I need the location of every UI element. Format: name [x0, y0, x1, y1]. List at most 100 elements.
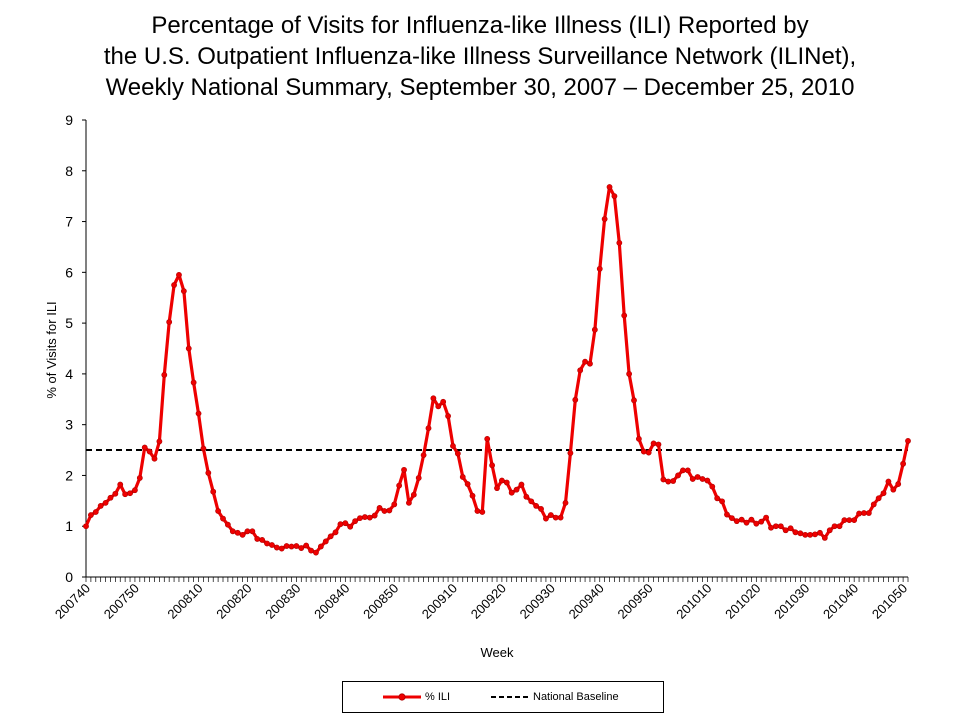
ili-point — [239, 531, 246, 538]
ili-point — [494, 485, 500, 492]
ili-point — [298, 545, 305, 551]
ili-point — [166, 319, 173, 325]
ili-point — [450, 443, 456, 449]
ili-point — [562, 499, 569, 506]
ili-point — [567, 450, 574, 457]
ili-point — [332, 529, 339, 536]
legend-item-baseline: National Baseline — [491, 682, 619, 712]
ili-point — [905, 438, 911, 444]
ili-point — [479, 509, 486, 515]
ili-point — [371, 512, 378, 519]
ili-point — [151, 455, 158, 462]
ili-point — [308, 547, 314, 554]
y-axis: 0 1 2 3 4 5 6 7 8 9 — [65, 112, 87, 585]
ili-point — [107, 494, 114, 501]
ili-point — [401, 466, 407, 473]
ili-point — [528, 498, 535, 505]
ili-point — [836, 523, 843, 530]
ili-point — [215, 508, 222, 514]
ili-point — [322, 538, 329, 545]
y-axis-label: % of Visits for ILI — [44, 301, 59, 398]
ili-point — [234, 529, 241, 536]
x-tick-label: 201010 — [673, 581, 714, 622]
ili-point — [210, 488, 217, 495]
ili-point — [851, 517, 858, 524]
ili-point — [474, 508, 481, 514]
ili-point — [875, 495, 882, 502]
ili-point — [885, 478, 892, 485]
ili-point — [171, 282, 177, 288]
ili-point — [420, 452, 427, 459]
ili-point — [631, 397, 637, 404]
ili-point — [743, 519, 750, 526]
ili-point — [127, 490, 133, 497]
ili-point — [728, 515, 735, 521]
ili-point — [895, 481, 902, 487]
x-tick-label: 200740 — [52, 581, 93, 622]
ili-point — [132, 487, 138, 494]
legend-ili-swatch — [383, 693, 421, 701]
ili-point — [733, 518, 740, 525]
ili-point — [386, 507, 393, 514]
ili-point — [156, 438, 163, 445]
x-tick-label: 200850 — [360, 581, 401, 622]
ili-point — [102, 499, 109, 506]
ili-point — [763, 514, 770, 521]
x-tick-label: 200920 — [468, 581, 509, 622]
ili-point — [190, 379, 197, 386]
ili-point — [797, 530, 804, 537]
ili-point — [616, 239, 623, 246]
ili-point — [831, 523, 838, 530]
ili-point — [772, 523, 779, 530]
ili-point — [185, 345, 192, 352]
ili-point — [817, 529, 823, 536]
chart-title-line-3: Weekly National Summary, September 30, 2… — [105, 74, 855, 101]
ili-point — [366, 514, 373, 521]
ili-point — [87, 512, 94, 518]
ili-point — [357, 515, 363, 521]
chart-title: Percentage of Visits for Influenza-like … — [0, 10, 960, 103]
x-tick-label: 201030 — [771, 581, 812, 622]
ili-point — [645, 449, 652, 456]
ili-point — [870, 501, 877, 508]
ili-point — [430, 395, 437, 402]
legend: % ILI National Baseline — [342, 681, 664, 713]
ili-point — [826, 527, 833, 534]
ili-point — [709, 483, 716, 490]
legend-baseline-swatch — [491, 696, 529, 698]
ili-point — [303, 542, 310, 549]
ili-point — [337, 521, 344, 528]
y-tick-label: 6 — [65, 264, 73, 280]
x-tick-label: 200950 — [615, 581, 656, 622]
ili-point — [724, 511, 730, 518]
ili-point — [141, 444, 148, 451]
ili-point — [861, 510, 867, 516]
ili-point — [200, 445, 207, 452]
ili-point — [244, 528, 251, 535]
ili-point — [381, 508, 388, 514]
ili-point — [503, 479, 510, 486]
ili-point — [508, 489, 515, 496]
ili-point — [841, 517, 848, 524]
ili-point — [317, 543, 324, 550]
ili-point — [278, 545, 285, 552]
ili-point — [464, 481, 471, 487]
ili-point — [543, 515, 549, 522]
ili-point — [792, 529, 799, 536]
ili-point — [738, 516, 745, 523]
legend-item-ili: % ILI — [383, 682, 450, 712]
y-tick-label: 8 — [65, 163, 73, 179]
ili-point — [655, 441, 662, 448]
ili-point — [489, 462, 496, 469]
ili-point — [758, 518, 765, 525]
ili-point — [650, 440, 657, 447]
ili-point — [352, 518, 359, 525]
legend-ili-label: % ILI — [425, 691, 451, 703]
ili-point — [538, 506, 544, 512]
ili-point — [694, 474, 701, 480]
ili-point — [161, 372, 168, 378]
ili-point — [498, 477, 505, 484]
ili-point — [621, 312, 628, 319]
y-tick-label: 5 — [65, 315, 73, 331]
